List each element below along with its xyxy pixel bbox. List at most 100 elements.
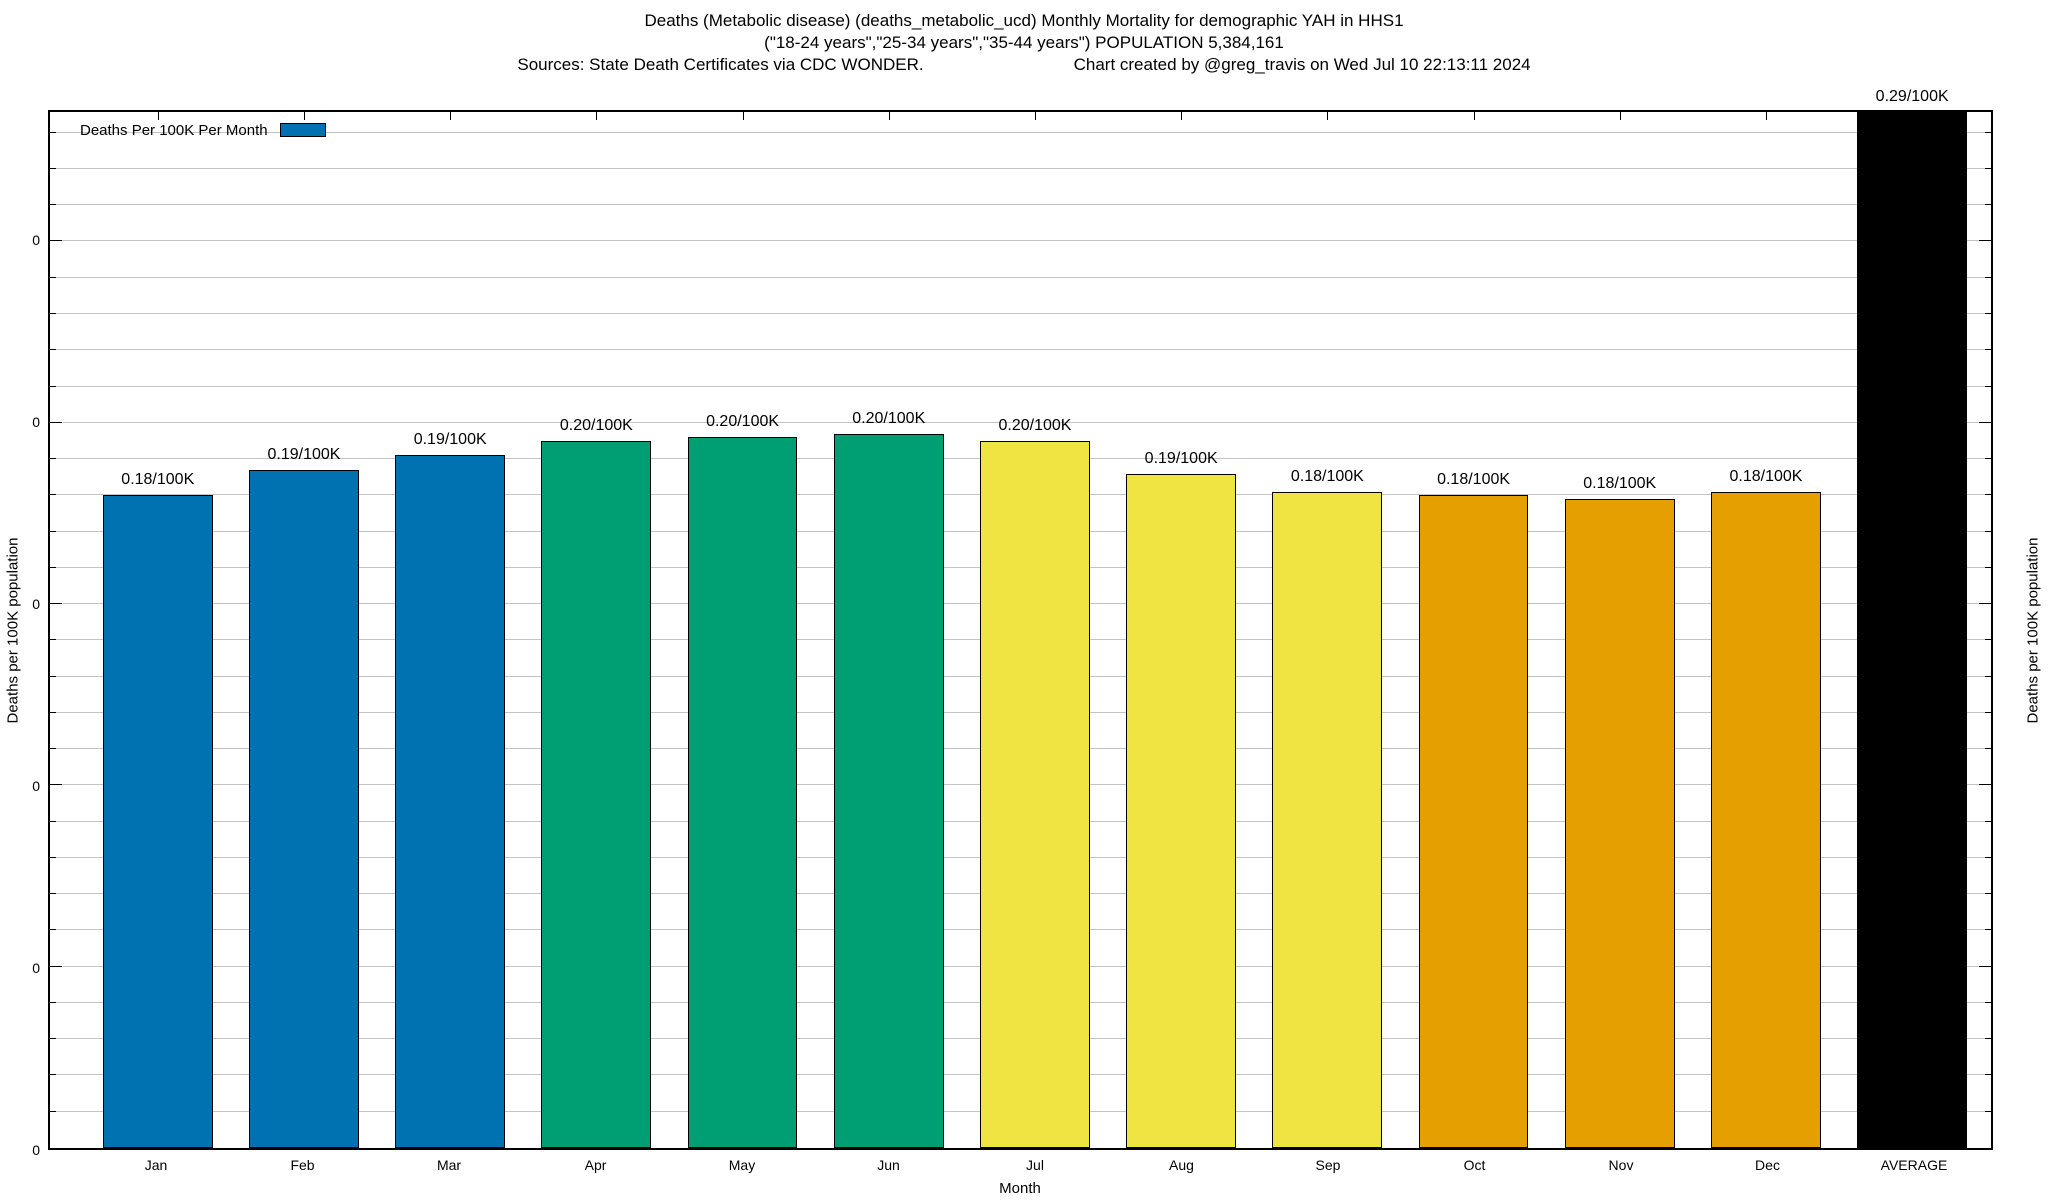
y-minor-tick <box>1985 893 1991 895</box>
bar-value-label: 0.20/100K <box>706 413 780 431</box>
y-minor-tick <box>50 312 56 314</box>
bar-sep <box>1272 491 1383 1148</box>
x-tick <box>303 112 305 120</box>
y-minor-tick <box>1985 131 1991 133</box>
bar-value-label: 0.20/100K <box>852 409 926 427</box>
chart-title: Deaths (Metabolic disease) (deaths_metab… <box>644 11 1404 30</box>
y-minor-tick <box>50 639 56 641</box>
x-tick-label-may: May <box>728 1157 756 1173</box>
title-block: Deaths (Metabolic disease) (deaths_metab… <box>0 10 2048 76</box>
y-tick-label: 0 <box>32 959 40 976</box>
bar-aug <box>1126 473 1237 1148</box>
y-major-tick <box>50 421 62 423</box>
chart-subtitle: ("18-24 years","25-34 years","35-44 year… <box>764 33 1284 52</box>
y-minor-tick <box>50 1110 56 1112</box>
y-minor-tick <box>1985 748 1991 750</box>
y-minor-tick <box>1985 1038 1991 1040</box>
y-minor-tick <box>50 530 56 532</box>
bar-value-label: 0.20/100K <box>559 416 633 434</box>
gridline <box>50 385 1991 387</box>
x-tick <box>1327 112 1329 120</box>
y-minor-tick <box>1985 204 1991 206</box>
y-minor-tick <box>50 566 56 568</box>
y-minor-tick <box>50 748 56 750</box>
gridline <box>50 167 1991 169</box>
y-major-tick <box>50 603 62 605</box>
legend-label: Deaths Per 100K Per Month <box>80 121 268 139</box>
x-tick-label-nov: Nov <box>1608 1157 1634 1173</box>
y-major-tick <box>1979 603 1991 605</box>
x-tick-label-dec: Dec <box>1755 1157 1780 1173</box>
x-tick-label-average: AVERAGE <box>1880 1157 1948 1173</box>
x-tick <box>1765 112 1767 120</box>
bar-value-label: 0.19/100K <box>1144 449 1218 467</box>
y-minor-tick <box>50 167 56 169</box>
y-minor-tick <box>1985 1110 1991 1112</box>
y-minor-tick <box>1985 929 1991 931</box>
y-tick-label: 0 <box>32 777 40 794</box>
y-minor-tick <box>50 893 56 895</box>
x-tick-label-jan: Jan <box>144 1157 168 1173</box>
gridline <box>50 349 1991 351</box>
y-tick-label: 0 <box>32 413 40 430</box>
x-tick-label-sep: Sep <box>1315 1157 1341 1173</box>
bar-nov <box>1564 498 1675 1148</box>
y-minor-tick <box>50 494 56 496</box>
y-minor-tick <box>1985 566 1991 568</box>
y-minor-tick <box>50 1038 56 1040</box>
legend-swatch <box>279 123 326 137</box>
y-axis-label-right: Deaths per 100K population <box>2024 537 2042 723</box>
y-minor-tick <box>1985 820 1991 822</box>
y-major-tick <box>50 240 62 242</box>
bar-apr <box>541 440 652 1148</box>
plot-area: 0.18/100K 0.19/100K 0.19/100K 0.20/100K 0.20… <box>48 88 1993 1150</box>
y-minor-tick <box>1985 494 1991 496</box>
y-major-tick <box>50 784 62 786</box>
y-major-tick <box>50 965 62 967</box>
bar-value-label: 0.19/100K <box>267 445 341 463</box>
bar-may <box>687 437 798 1148</box>
x-tick-label-oct: Oct <box>1463 1157 1486 1173</box>
y-minor-tick <box>1985 856 1991 858</box>
x-tick-label-jun: Jun <box>877 1157 900 1173</box>
x-tick-label-mar: Mar <box>436 1157 462 1173</box>
x-tick-label-jul: Jul <box>1026 1157 1044 1173</box>
bar-value-label: 0.18/100K <box>121 471 195 489</box>
x-tick <box>742 112 744 120</box>
chart-source-line: Sources: State Death Certificates via CD… <box>0 54 2048 76</box>
x-tick <box>1034 112 1036 120</box>
y-minor-tick <box>1985 711 1991 713</box>
bar-jan <box>102 495 213 1148</box>
bar-average <box>1857 112 1968 1148</box>
x-tick <box>888 112 890 120</box>
y-minor-tick <box>50 929 56 931</box>
x-tick <box>157 112 159 120</box>
y-minor-tick <box>1985 530 1991 532</box>
x-tick <box>596 112 598 120</box>
y-tick-label: 0 <box>32 595 40 612</box>
y-minor-tick <box>50 1074 56 1076</box>
y-minor-tick <box>50 458 56 460</box>
y-minor-tick <box>50 131 56 133</box>
y-minor-tick <box>50 276 56 278</box>
y-tick-label: 0 <box>32 231 40 248</box>
gridline <box>50 421 1991 423</box>
bar-value-label: 0.18/100K <box>1583 474 1657 492</box>
x-tick <box>450 112 452 120</box>
bar-value-label: 0.18/100K <box>1729 467 1803 485</box>
y-minor-tick <box>50 204 56 206</box>
y-minor-tick <box>1985 1001 1991 1003</box>
y-minor-tick <box>1985 312 1991 314</box>
y-minor-tick <box>1985 385 1991 387</box>
x-tick-label-feb: Feb <box>290 1157 315 1173</box>
y-minor-tick <box>1985 276 1991 278</box>
chart-sources: Sources: State Death Certificates via CD… <box>517 55 924 74</box>
y-minor-tick <box>1985 167 1991 169</box>
bar-value-label: 0.18/100K <box>1290 467 1364 485</box>
y-minor-tick <box>1985 639 1991 641</box>
bar-dec <box>1711 491 1821 1148</box>
y-tick-label: 0 <box>32 1142 40 1158</box>
gridline <box>50 276 1991 278</box>
y-minor-tick <box>50 856 56 858</box>
